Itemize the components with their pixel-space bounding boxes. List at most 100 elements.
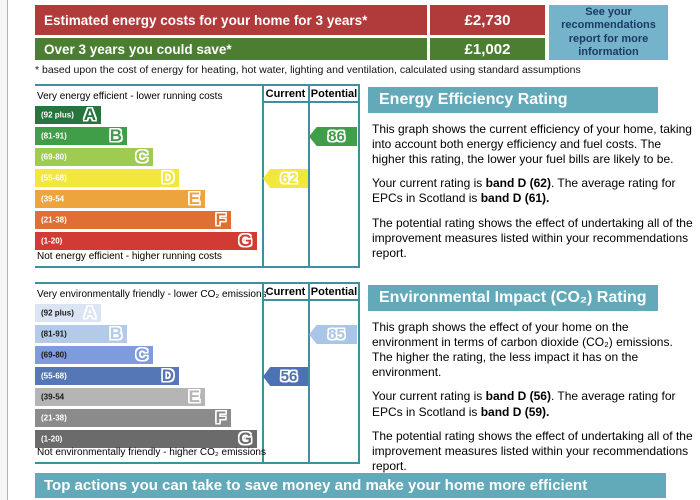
band-range-label: (92 plus)	[41, 308, 74, 318]
band-range-label: (69-80)	[41, 350, 67, 360]
band-range-label: (81-91)	[41, 329, 67, 339]
column-divider	[262, 86, 264, 266]
band-bar-c: (69-80) C	[35, 346, 153, 364]
potential-rating-arrow: 86	[309, 127, 357, 146]
rating-band-row: (55-68) D	[35, 169, 257, 190]
recommendations-note: See your recommendations report for more…	[549, 5, 668, 60]
rating-bands: (92 plus) A (81-91) B (69-80) C (55-68) D (39-54…	[35, 304, 257, 451]
band-bar-a: (92 plus) A	[35, 304, 101, 322]
page-edge-strip	[0, 0, 7, 500]
rating-band-row: (92 plus) A	[35, 106, 257, 127]
band-bar-e: (39-54 E	[35, 388, 205, 406]
rating-band-row: (69-80) C	[35, 346, 257, 367]
band-letter: F	[215, 210, 226, 229]
column-divider	[262, 284, 264, 462]
band-range-label: (1-20)	[41, 236, 63, 246]
summary-row-costs: Estimated energy costs for your home for…	[35, 5, 545, 35]
header-underline	[262, 101, 360, 103]
band-range-label: (55-68)	[41, 173, 67, 183]
rating-band-row: (1-20) G	[35, 232, 257, 253]
band-bar-f: (21-38) F	[35, 211, 231, 229]
band-letter: D	[161, 168, 174, 187]
environmental-impact-chart: Very environmentally friendly - lower CO…	[35, 282, 360, 464]
band-range-label: (1-20)	[41, 434, 63, 444]
rating-band-row: (81-91) B	[35, 325, 257, 346]
band-range-label: (55-68)	[41, 371, 67, 381]
band-letter: G	[238, 231, 252, 250]
band-bar-e: (39-54 E	[35, 190, 205, 208]
rating-description: This graph shows the current efficiency …	[372, 122, 692, 167]
rating-band-row: (55-68) D	[35, 367, 257, 388]
band-range-label: (69-80)	[41, 152, 67, 162]
band-letter: A	[83, 105, 96, 124]
current-rating-arrow: 62	[263, 169, 308, 188]
band-letter: E	[188, 387, 200, 406]
potential-column-header: Potential	[310, 286, 358, 298]
band-range-label: (21-38)	[41, 413, 67, 423]
current-rating-text: Your current rating is band D (62). The …	[372, 176, 676, 206]
header-underline	[262, 299, 360, 301]
environmental-rating-panel: Environmental Impact (CO₂) Rating This g…	[368, 285, 695, 474]
potential-column-header: Potential	[310, 88, 358, 100]
top-actions-banner: Top actions you can take to save money a…	[35, 473, 666, 498]
band-bar-g: (1-20) G	[35, 430, 257, 448]
chart-bottom-caption: Not energy efficient - higher running co…	[37, 251, 222, 262]
band-bar-c: (69-80) C	[35, 148, 153, 166]
current-rating-text: Your current rating is band D (56). The …	[372, 389, 676, 419]
band-letter: C	[135, 147, 148, 166]
band-letter: E	[188, 189, 200, 208]
band-bar-d: (55-68) D	[35, 367, 179, 385]
rating-band-row: (92 plus) A	[35, 304, 257, 325]
summary-row-savings: Over 3 years you could save* £1,002	[35, 38, 545, 60]
band-letter: C	[135, 345, 148, 364]
band-bar-d: (55-68) D	[35, 169, 179, 187]
rating-band-row: (81-91) B	[35, 127, 257, 148]
rating-band-row: (1-20) G	[35, 430, 257, 451]
band-letter: F	[215, 408, 226, 427]
page-edge-line	[7, 0, 8, 500]
chart-bottom-caption: Not environmentally friendly - higher CO…	[37, 447, 266, 458]
rating-band-row: (39-54 E	[35, 190, 257, 211]
energy-rating-panel: Energy Efficiency Rating This graph show…	[368, 87, 695, 261]
energy-efficiency-chart: Very energy efficient - lower running co…	[35, 84, 360, 268]
band-range-label: (21-38)	[41, 215, 67, 225]
current-rating-arrow: 56	[263, 367, 308, 386]
panel-title: Environmental Impact (CO₂) Rating	[368, 285, 658, 311]
summary-value: £2,730	[430, 5, 545, 35]
current-column-header: Current	[265, 286, 306, 298]
potential-rating-text: The potential rating shows the effect of…	[372, 215, 693, 260]
potential-rating-arrow: 85	[309, 325, 357, 344]
band-range-label: (92 plus)	[41, 110, 74, 120]
footnote: * based upon the cost of energy for heat…	[35, 64, 581, 76]
rating-band-row: (39-54 E	[35, 388, 257, 409]
band-letter: D	[161, 366, 174, 385]
band-letter: B	[109, 324, 122, 343]
chart-top-caption: Very energy efficient - lower running co…	[37, 91, 223, 102]
current-column-header: Current	[265, 88, 306, 100]
summary-label: Over 3 years you could save*	[35, 38, 427, 60]
band-letter: A	[83, 303, 96, 322]
band-range-label: (39-54	[41, 194, 65, 204]
rating-band-row: (21-38) F	[35, 409, 257, 430]
band-bar-g: (1-20) G	[35, 232, 257, 250]
band-letter: B	[109, 126, 122, 145]
band-bar-a: (92 plus) A	[35, 106, 101, 124]
summary-value: £1,002	[430, 38, 545, 60]
panel-title: Energy Efficiency Rating	[368, 87, 658, 113]
rating-bands: (92 plus) A (81-91) B (69-80) C (55-68) D (39-54…	[35, 106, 257, 253]
potential-rating-text: The potential rating shows the effect of…	[372, 428, 693, 473]
summary-label: Estimated energy costs for your home for…	[35, 5, 427, 35]
column-divider	[308, 86, 310, 266]
rating-band-row: (21-38) F	[35, 211, 257, 232]
band-letter: G	[238, 429, 252, 448]
chart-top-caption: Very environmentally friendly - lower CO…	[37, 289, 267, 300]
rating-band-row: (69-80) C	[35, 148, 257, 169]
column-divider	[308, 284, 310, 462]
band-range-label: (81-91)	[41, 131, 67, 141]
band-range-label: (39-54	[41, 392, 65, 402]
rating-description: This graph shows the effect of your home…	[372, 320, 673, 380]
band-bar-f: (21-38) F	[35, 409, 231, 427]
band-bar-b: (81-91) B	[35, 127, 127, 145]
band-bar-b: (81-91) B	[35, 325, 127, 343]
